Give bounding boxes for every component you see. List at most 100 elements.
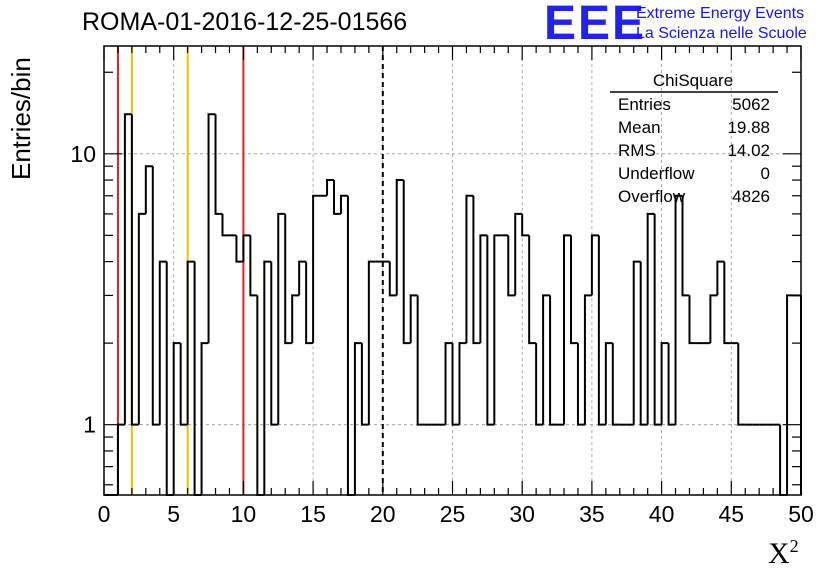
histogram-bin [472,195,481,345]
histogram-bin [200,342,209,495]
histogram-bin [116,423,125,495]
y-tick-label: 1 [83,412,96,438]
histogram-bin [444,342,453,425]
histogram-bin [346,195,355,496]
histogram-bin [298,260,307,296]
histogram-bin [291,294,300,344]
chart-title: ROMA-01-2016-12-25-01566 [82,8,408,36]
x-tick-label: 35 [579,501,605,527]
histogram-bin [667,343,676,426]
histogram-bin [235,235,244,263]
x-axis-label: X2 [768,536,799,570]
histogram-bin [786,294,795,495]
histogram-bin [186,260,195,425]
histogram-bin [326,179,335,196]
histogram-bin [395,179,404,296]
histogram-bin [416,295,425,426]
histogram-bin [583,294,592,425]
histogram-bin [151,166,160,426]
x-tick-label: 50 [788,501,814,527]
histogram-bin [353,342,362,495]
x-tick-label: 40 [649,501,675,527]
histogram-bin [611,343,620,426]
histogram-bin [172,342,181,495]
histogram-bin [486,235,495,426]
histogram-bin [590,234,599,296]
axis-ticks: 0 5 10 15 20 25 30 35 40 45 50 1 10 [70,46,814,527]
stats-value: 4826 [732,187,770,206]
histogram-bin [479,234,488,344]
histogram-bin [604,342,613,425]
logo-line-2: La Scienza nelle Scuole [636,25,807,42]
x-tick-label: 10 [231,501,257,527]
histogram-bin [632,260,641,425]
x-tick-label: 0 [98,501,111,527]
histogram-bin [214,114,223,215]
histogram-bin [458,342,467,425]
stats-label: RMS [618,141,656,160]
histogram-bin [521,213,530,237]
histogram-bin [639,261,648,426]
histogram-bin [179,343,188,426]
histogram-bin [528,235,537,345]
stats-label: Underflow [618,164,695,183]
histogram-bin [681,195,690,297]
histogram-bin [123,113,132,425]
stats-value: 14.02 [727,141,770,160]
histogram-bin [312,194,321,344]
histogram-bin [779,424,788,496]
histogram-bin [653,213,662,426]
stats-box: ChiSquare Entries 5062 Mean 19.88 RMS 14.02 Un… [610,71,778,206]
histogram-bin [144,165,153,214]
histogram-bin [674,194,683,425]
histogram-bin [409,294,418,344]
histogram-bin [242,234,251,262]
logo-caption: Extreme Energy Events La Scienza nelle S… [636,4,807,44]
histogram-bin [549,295,558,426]
eee-logo: EEE [544,0,647,50]
histogram-bin [130,114,139,426]
histogram-bin [563,234,571,425]
stats-label: Entries [618,95,671,114]
histogram-bin [597,235,606,426]
histogram-bin [221,213,230,237]
histogram-bin [569,235,578,345]
histogram-bin [277,212,286,425]
histogram-bin [305,261,314,345]
histogram-bin [542,294,551,425]
stats-title: ChiSquare [653,71,733,90]
histogram-bin [646,212,655,425]
histogram-bin [723,261,732,345]
histogram-bin [402,180,411,345]
histogram-bin [333,180,341,215]
y-tick-label: 10 [70,141,96,167]
histogram-bin [284,213,293,345]
x-tick-label: 20 [370,501,396,527]
histogram-bin [158,260,167,425]
histogram-bin [388,261,397,297]
histogram-bin [270,261,279,426]
x-tick-label: 25 [440,501,466,527]
histogram-bin [507,235,516,297]
x-tick-label: 45 [719,501,745,527]
stats-value: 0 [761,164,770,183]
stats-label: Mean [618,118,661,137]
histogram-bin [193,261,202,496]
stats-label: Overflow [618,187,686,206]
histogram-bin [688,295,697,345]
histogram-bin [709,294,718,344]
histogram-bin [367,260,376,425]
histogram-bin [660,342,669,425]
x-tick-label: 30 [509,501,535,527]
histogram-bin [535,343,544,426]
histogram-bin [263,260,272,495]
stats-value: 19.88 [727,118,770,137]
histogram-bin [360,343,369,426]
x-tick-label: 15 [300,501,326,527]
histogram-bin [339,194,348,214]
histogram-bin [207,113,216,344]
histogram-bin [576,343,585,426]
histogram-bin [249,235,258,297]
